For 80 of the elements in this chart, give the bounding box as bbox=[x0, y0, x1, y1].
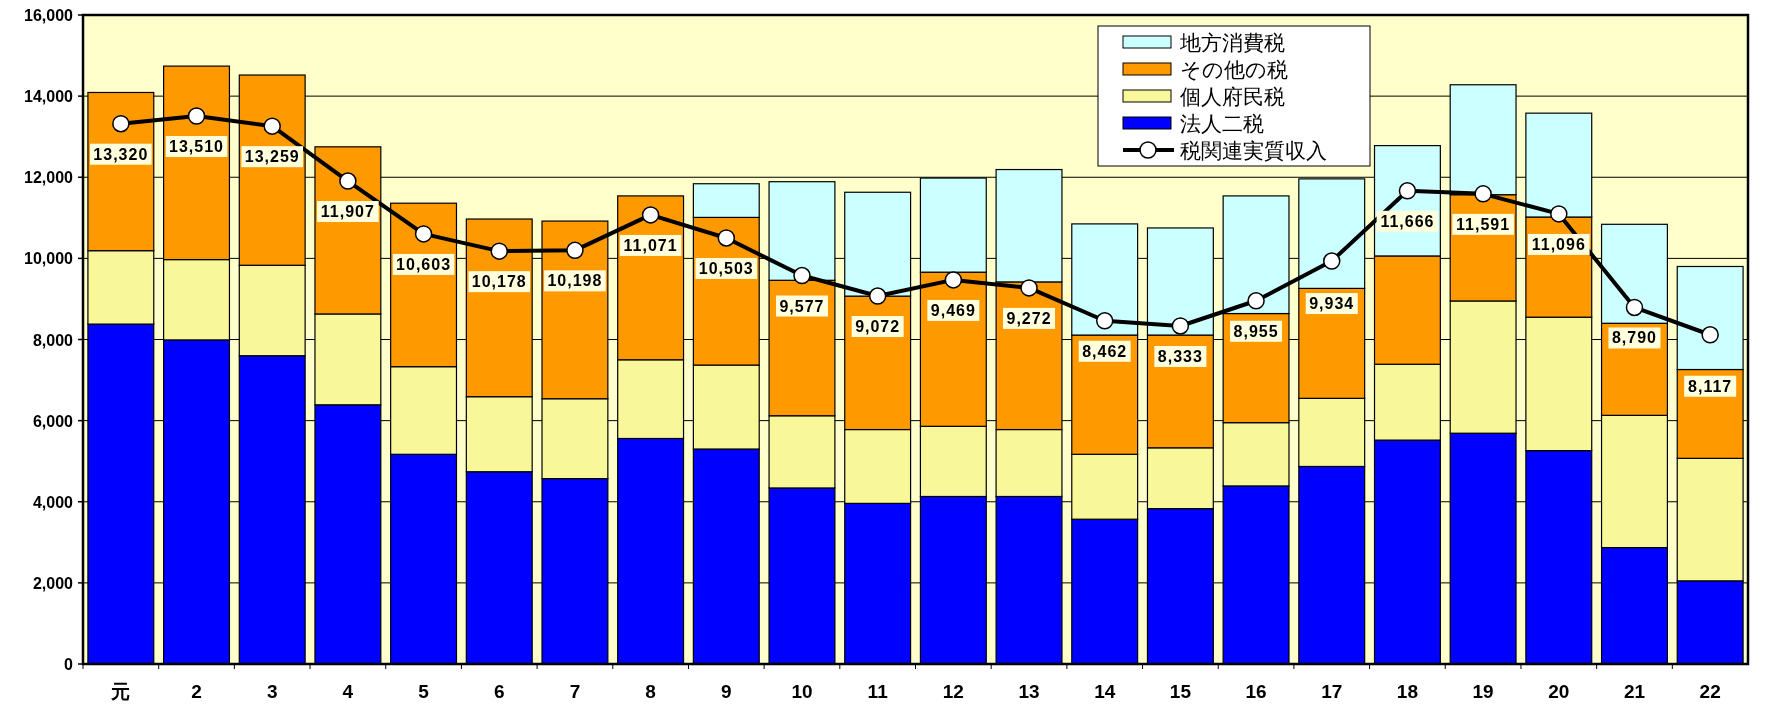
x-tick-label: 3 bbox=[266, 681, 278, 702]
x-tick-label: 17 bbox=[1321, 681, 1343, 702]
point bbox=[793, 266, 811, 285]
data-label: 9,577 bbox=[779, 297, 825, 315]
data-label: 10,178 bbox=[471, 273, 527, 291]
data-label: 8,333 bbox=[1157, 347, 1203, 365]
data-label: 9,469 bbox=[930, 301, 976, 319]
point bbox=[414, 225, 433, 243]
point bbox=[1247, 292, 1265, 310]
data-label: 11,096 bbox=[1531, 235, 1586, 253]
y-tick-label: 0 bbox=[64, 656, 74, 673]
data-label: 9,272 bbox=[1006, 309, 1052, 327]
x-tick-label: 11 bbox=[867, 681, 889, 702]
y-tick-label: 8,000 bbox=[32, 331, 74, 349]
legend-label: 税関連実質収入 bbox=[1180, 139, 1327, 162]
x-tick-label: 22 bbox=[1699, 681, 1721, 702]
legend-label: 法人二税 bbox=[1180, 112, 1264, 135]
y-tick-label: 6,000 bbox=[32, 412, 74, 430]
point bbox=[566, 241, 584, 260]
data-label: 8,117 bbox=[1688, 377, 1733, 395]
x-tick-label: 15 bbox=[1169, 681, 1192, 702]
data-label: 13,510 bbox=[169, 138, 224, 155]
data-label: 11,591 bbox=[1456, 215, 1511, 233]
data-label: 10,198 bbox=[547, 272, 603, 290]
point bbox=[868, 287, 887, 305]
point bbox=[339, 172, 357, 190]
x-tick-label: 13 bbox=[1018, 681, 1040, 702]
x-tick-label: 元 bbox=[110, 681, 131, 702]
data-label: 11,071 bbox=[623, 236, 678, 254]
legend-label: 地方消費税 bbox=[1179, 31, 1285, 54]
x-tick-label: 4 bbox=[342, 681, 354, 702]
point bbox=[1323, 252, 1341, 270]
point bbox=[263, 117, 281, 135]
point bbox=[641, 206, 660, 224]
x-tick-label: 14 bbox=[1094, 681, 1116, 702]
x-tick-label: 18 bbox=[1396, 681, 1418, 702]
point bbox=[1625, 298, 1644, 317]
point bbox=[490, 242, 508, 260]
legend-label: 個人府民税 bbox=[1180, 85, 1285, 108]
x-tick-label: 6 bbox=[493, 681, 505, 702]
x-tick-label: 8 bbox=[645, 681, 656, 702]
point bbox=[187, 107, 206, 125]
point bbox=[1171, 317, 1190, 335]
x-tick-label: 21 bbox=[1623, 681, 1646, 702]
x-tick-label: 10 bbox=[791, 681, 813, 702]
legend-label: その他の税 bbox=[1180, 58, 1288, 81]
y-tick-label: 16,000 bbox=[24, 7, 74, 24]
point bbox=[1095, 312, 1114, 330]
x-tick-label: 9 bbox=[721, 681, 732, 702]
point bbox=[112, 114, 130, 133]
y-tick-label: 10,000 bbox=[24, 250, 74, 268]
x-tick-label: 12 bbox=[942, 681, 964, 702]
data-label: 9,072 bbox=[855, 318, 901, 336]
point bbox=[1550, 205, 1568, 223]
point bbox=[1398, 182, 1417, 200]
point bbox=[1701, 326, 1719, 344]
x-tick-label: 19 bbox=[1472, 681, 1494, 702]
y-tick-label: 14,000 bbox=[24, 88, 74, 106]
data-label: 13,320 bbox=[93, 145, 149, 163]
x-tick-label: 16 bbox=[1245, 681, 1267, 702]
data-label: 11,907 bbox=[320, 203, 375, 221]
data-label: 10,603 bbox=[396, 255, 452, 273]
x-tick-label: 20 bbox=[1548, 681, 1570, 702]
point bbox=[1474, 185, 1492, 203]
y-tick-label: 12,000 bbox=[24, 169, 74, 187]
data-label: 8,462 bbox=[1082, 342, 1128, 360]
y-tick-label: 4,000 bbox=[32, 493, 74, 511]
data-label: 10,503 bbox=[698, 259, 754, 277]
y-tick-label: 2,000 bbox=[32, 574, 74, 592]
point bbox=[1020, 279, 1038, 297]
data-label: 11,666 bbox=[1380, 212, 1435, 230]
data-label: 8,790 bbox=[1611, 329, 1657, 347]
x-tick-label: 5 bbox=[418, 681, 430, 702]
data-label: 8,955 bbox=[1233, 322, 1279, 340]
x-tick-label: 7 bbox=[569, 681, 581, 702]
data-label: 13,259 bbox=[244, 148, 300, 166]
point bbox=[944, 271, 963, 289]
point bbox=[717, 229, 736, 247]
x-tick-label: 2 bbox=[191, 681, 202, 702]
data-label: 9,934 bbox=[1309, 295, 1355, 313]
